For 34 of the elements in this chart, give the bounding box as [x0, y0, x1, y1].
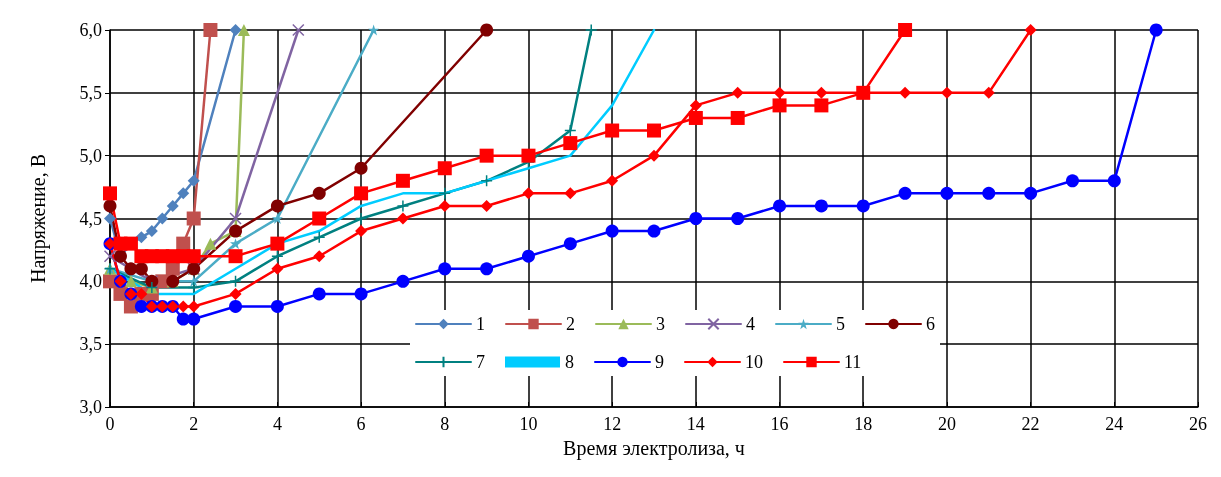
y-tick-label: 6,0	[79, 20, 102, 40]
y-tick-label: 4,0	[79, 271, 102, 292]
y-tick-label: 3,0	[79, 397, 102, 417]
legend-label: 5	[836, 314, 845, 334]
legend-label: 1	[476, 314, 485, 334]
x-tick-label: 10	[519, 414, 538, 434]
y-tick-label: 5,5	[79, 82, 102, 103]
legend-label: 6	[926, 314, 935, 334]
x-tick-label: 18	[854, 414, 873, 434]
legend-label: 11	[844, 352, 862, 372]
x-tick-label: 22	[1021, 414, 1040, 434]
x-tick-label: 24	[1105, 414, 1124, 434]
x-tick-label: 14	[686, 414, 705, 434]
legend-label: 9	[655, 352, 664, 372]
x-tick-label: 2	[189, 414, 199, 434]
legend-label: 8	[565, 352, 574, 372]
legend-label: 10	[745, 352, 763, 372]
y-tick-label: 3,5	[79, 334, 102, 355]
x-axis-title: Время электролиза, ч	[563, 436, 745, 460]
y-axis-title: Напряжение, В	[27, 153, 50, 284]
legend-label: 7	[476, 352, 485, 372]
x-tick-label: 26	[1189, 414, 1207, 434]
x-tick-label: 6	[356, 414, 366, 434]
legend-label: 4	[746, 314, 755, 334]
x-tick-label: 12	[603, 414, 622, 434]
x-tick-label: 16	[770, 414, 789, 434]
y-tick-label: 5,0	[79, 145, 102, 166]
x-tick-label: 0	[105, 414, 115, 434]
x-tick-label: 20	[937, 414, 956, 434]
x-tick-label: 4	[272, 414, 282, 434]
x-tick-label: 8	[440, 414, 450, 434]
y-tick-label: 4,5	[79, 208, 102, 229]
legend-label: 3	[656, 314, 665, 334]
legend-label: 2	[566, 314, 575, 334]
